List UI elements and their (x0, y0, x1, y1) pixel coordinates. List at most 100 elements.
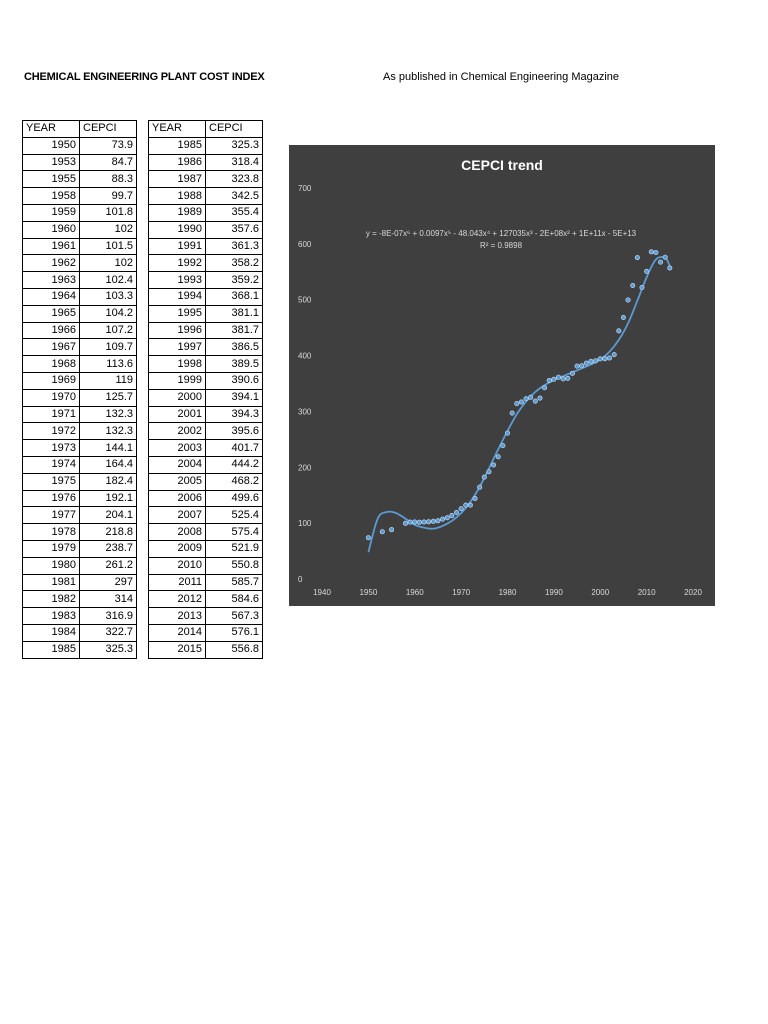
cepci-cell: 144.1 (79, 439, 137, 457)
table-header-row: YEAR CEPCI (148, 120, 263, 138)
data-point (648, 249, 654, 255)
cepci-cell: 361.3 (205, 237, 263, 256)
table-row: 1967 109.7 (22, 338, 137, 357)
year-cell: 1950 (22, 136, 80, 155)
year-cell: 1977 (22, 506, 80, 525)
cepci-cell: 99.7 (79, 187, 137, 205)
cepci-cell: 525.4 (205, 506, 263, 525)
year-cell: 1995 (148, 304, 206, 323)
data-point (477, 484, 483, 490)
table-row: 1960 102 (22, 220, 137, 239)
year-cell: 1965 (22, 304, 80, 323)
cepci-cell: 314 (79, 590, 137, 609)
cepci-cell: 394.3 (205, 405, 263, 424)
cepci-trend-chart: CEPCI trend y = -8E-07x⁶ + 0.0097x⁵ - 48… (289, 145, 715, 606)
year-cell: 2014 (148, 623, 206, 642)
year-cell: 1981 (22, 573, 80, 592)
data-point (616, 328, 622, 334)
cepci-cell: 101.8 (79, 203, 137, 222)
table-row: 1963 102.4 (22, 271, 137, 289)
y-tick-label: 0 (298, 575, 303, 584)
y-tick-label: 500 (298, 296, 312, 305)
data-point (597, 356, 603, 362)
year-column-header: YEAR (22, 120, 80, 138)
year-cell: 1992 (148, 254, 206, 273)
year-cell: 1971 (22, 405, 80, 424)
cepci-cell: 368.1 (205, 287, 263, 306)
data-point (579, 363, 585, 369)
data-point (546, 377, 552, 383)
table-row: 2006 499.6 (148, 489, 263, 508)
data-point (532, 398, 538, 404)
cepci-cell: 107.2 (79, 321, 137, 340)
year-cell: 1982 (22, 590, 80, 609)
polynomial-trendline (367, 256, 671, 553)
table-row: 1990 357.6 (148, 220, 263, 239)
year-cell: 2001 (148, 405, 206, 424)
table-row: 1971 132.3 (22, 405, 137, 424)
y-tick-label: 300 (298, 407, 312, 416)
cepci-cell: 357.6 (205, 220, 263, 239)
year-cell: 2008 (148, 523, 206, 541)
table-row: 1981 297 (22, 573, 137, 592)
x-tick-label: 1990 (545, 588, 563, 597)
cepci-cell: 102 (79, 220, 137, 239)
cepci-cell: 401.7 (205, 439, 263, 457)
data-point (560, 376, 566, 382)
cepci-cell: 238.7 (79, 539, 137, 558)
data-point (426, 519, 432, 525)
table-row: 1976 192.1 (22, 489, 137, 508)
cepci-cell: 204.1 (79, 506, 137, 525)
table-row: 2009 521.9 (148, 539, 263, 558)
data-point (379, 529, 385, 535)
cepci-cell: 550.8 (205, 556, 263, 575)
year-cell: 1991 (148, 237, 206, 256)
data-point (435, 518, 441, 524)
year-cell: 1961 (22, 237, 80, 256)
data-point (453, 510, 459, 516)
table-row: 1985 325.3 (22, 640, 137, 659)
data-point (569, 370, 575, 376)
cepci-cell: 390.6 (205, 371, 263, 390)
x-tick-label: 1980 (499, 588, 517, 597)
year-cell: 1999 (148, 371, 206, 390)
table-row: 1988 342.5 (148, 187, 263, 205)
cepci-cell: 109.7 (79, 338, 137, 357)
year-cell: 1993 (148, 271, 206, 289)
year-cell: 1998 (148, 355, 206, 373)
cepci-cell: 164.4 (79, 455, 137, 474)
table-row: 1969 119 (22, 371, 137, 390)
cepci-cell: 101.5 (79, 237, 137, 256)
table-row: 1982 314 (22, 590, 137, 609)
data-point (412, 519, 418, 525)
data-point (634, 255, 640, 261)
year-cell: 1985 (148, 136, 206, 155)
y-tick-label: 600 (298, 240, 312, 249)
cepci-cell: 182.4 (79, 472, 137, 491)
table-row: 2000 394.1 (148, 388, 263, 407)
data-point (440, 516, 446, 522)
year-cell: 1973 (22, 439, 80, 457)
table-row: 2010 550.8 (148, 556, 263, 575)
year-cell: 1972 (22, 422, 80, 441)
data-point (662, 254, 668, 260)
cepci-cell: 84.7 (79, 153, 137, 172)
data-point (509, 410, 515, 416)
table-row: 1959 101.8 (22, 203, 137, 222)
cepci-cell: 556.8 (205, 640, 263, 659)
cepci-cell: 261.2 (79, 556, 137, 575)
cepci-cell: 342.5 (205, 187, 263, 205)
data-point (620, 314, 626, 320)
cepci-cell: 318.4 (205, 153, 263, 172)
data-point (565, 375, 571, 381)
chart-canvas: CEPCI trend y = -8E-07x⁶ + 0.0097x⁵ - 48… (298, 157, 702, 597)
year-cell: 1989 (148, 203, 206, 222)
year-cell: 1970 (22, 388, 80, 407)
year-cell: 1985 (22, 640, 80, 659)
cepci-column-header: CEPCI (205, 120, 263, 138)
year-cell: 2000 (148, 388, 206, 407)
cepci-cell: 325.3 (205, 136, 263, 155)
data-point (500, 443, 506, 449)
year-cell: 1953 (22, 153, 80, 172)
year-cell: 1996 (148, 321, 206, 340)
